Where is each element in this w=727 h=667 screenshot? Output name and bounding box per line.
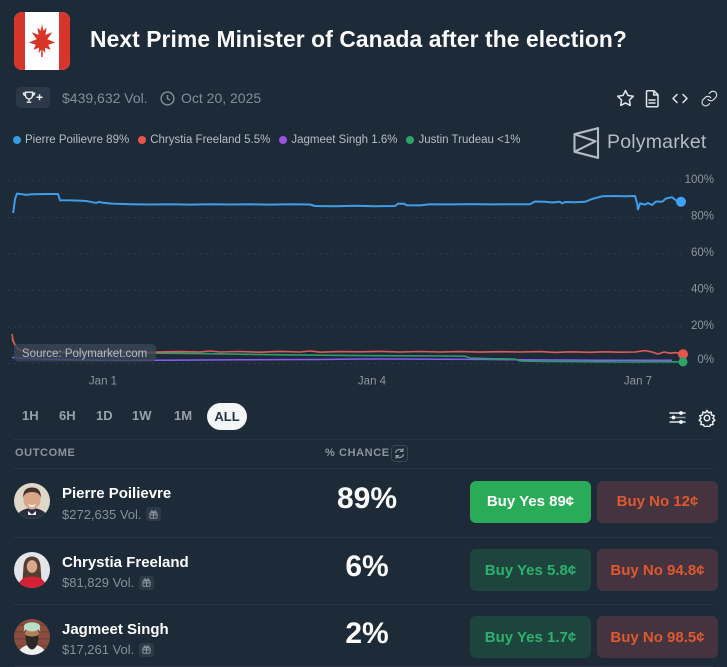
svg-text:60%: 60% — [691, 247, 714, 259]
svg-text:Source: Polymarket.com: Source: Polymarket.com — [22, 348, 147, 360]
svg-text:Jan 7: Jan 7 — [624, 376, 652, 388]
svg-text:80%: 80% — [691, 211, 714, 223]
svg-text:100%: 100% — [685, 174, 714, 186]
svg-text:Jan 4: Jan 4 — [358, 376, 387, 388]
svg-text:0%: 0% — [697, 354, 714, 366]
svg-text:20%: 20% — [691, 320, 714, 332]
svg-text:Jan 1: Jan 1 — [89, 376, 117, 388]
svg-text:40%: 40% — [691, 284, 714, 296]
